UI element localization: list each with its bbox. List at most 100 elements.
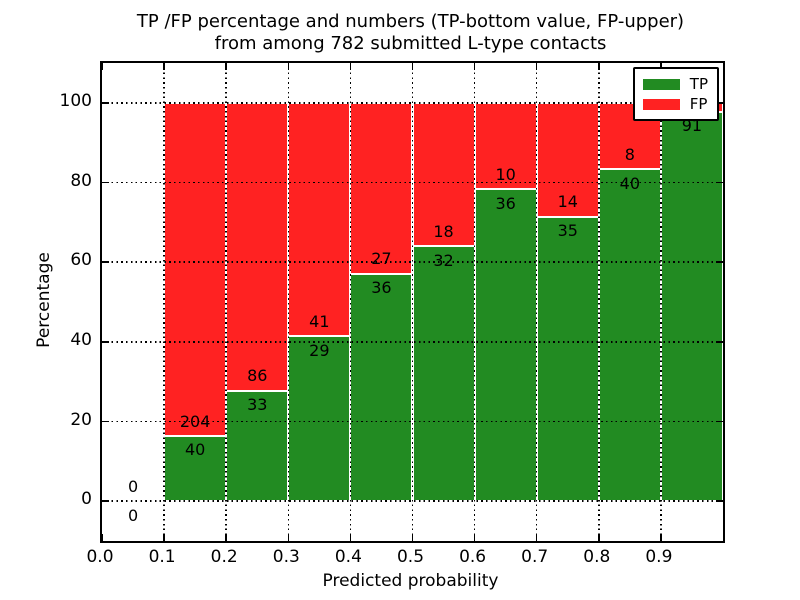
- fp-count-label: 0: [127, 476, 139, 496]
- y-tick-label: 80: [70, 170, 92, 191]
- bar-tp-segment: [474, 189, 537, 502]
- fp-count-label: 204: [179, 411, 211, 431]
- tp-count-label: 35: [557, 221, 578, 241]
- bar-fp-segment: [164, 102, 227, 436]
- y-tick-mark: [102, 500, 109, 502]
- y-tick-mark: [102, 261, 109, 263]
- bar-tp-segment: [660, 111, 723, 502]
- gridline-vertical: [535, 63, 538, 541]
- legend-entry-fp: FP: [642, 94, 708, 114]
- bar-fp-segment: [350, 102, 413, 274]
- gridline-vertical: [287, 63, 290, 541]
- x-tick-mark: [473, 63, 476, 70]
- tp-count-label: 33: [247, 395, 268, 415]
- x-tick-mark: [598, 63, 600, 70]
- x-tick-label: 0.6: [459, 547, 487, 567]
- x-tick-mark: [163, 534, 165, 541]
- tp-count-label: 29: [309, 340, 330, 360]
- fp-count-label: 10: [495, 164, 516, 184]
- bar-tp-segment: [288, 336, 351, 502]
- y-tick-label: 20: [70, 409, 92, 430]
- fp-count-label: 86: [247, 366, 268, 386]
- gridline-vertical: [349, 63, 352, 541]
- x-tick-mark: [660, 63, 662, 70]
- x-tick-label: 0.9: [645, 547, 673, 567]
- y-tick-mark: [716, 181, 723, 184]
- y-tick-label: 0: [81, 489, 92, 510]
- gridline-vertical: [163, 63, 165, 541]
- plot-area: 0 0 40 204 33 86 29 41 36 27 32 18 36 10 35 14 40 8 91 TP …: [100, 61, 725, 543]
- fp-count-label: 41: [309, 311, 330, 331]
- legend-fp-label: FP: [689, 95, 708, 113]
- chart-title: TP /FP percentage and numbers (TP-bottom…: [100, 11, 721, 55]
- legend-entry-tp: TP: [642, 74, 708, 94]
- x-tick-label: 0.1: [148, 547, 176, 567]
- fp-count-label: 14: [557, 192, 578, 212]
- gridline-vertical: [660, 63, 662, 541]
- plot-inner: 0 0 40 204 33 86 29 41 36 27 32 18 36 10 35 14 40 8 91 TP …: [101, 63, 723, 541]
- gridline-vertical: [598, 63, 600, 541]
- x-tick-label: 0.0: [86, 547, 114, 567]
- chart-title-line1: TP /FP percentage and numbers (TP-bottom…: [136, 11, 685, 32]
- tp-count-label: 40: [184, 440, 206, 460]
- bar-tp-segment: [598, 169, 661, 502]
- x-tick-label: 0.5: [396, 547, 425, 567]
- x-tick-label: 0.2: [210, 547, 238, 567]
- bar-fp-segment: [226, 102, 289, 391]
- x-tick-label: 0.4: [334, 547, 362, 567]
- y-tick-label: 100: [59, 90, 92, 111]
- bar-fp-segment: [412, 102, 475, 247]
- x-tick-mark: [535, 63, 538, 70]
- x-tick-label: 0.8: [583, 547, 611, 567]
- x-tick-mark: [101, 63, 103, 70]
- bar-tp-segment: [536, 216, 599, 502]
- fp-count-label: 8: [624, 145, 635, 164]
- y-tick-label: 60: [70, 250, 92, 271]
- x-tick-mark: [101, 534, 103, 541]
- x-axis-label: Predicted probability: [322, 571, 499, 591]
- legend: TP FP: [632, 67, 719, 121]
- x-tick-mark: [473, 534, 476, 541]
- bar-fp-segment: [288, 102, 351, 337]
- bar-tp-segment: [412, 246, 475, 502]
- y-tick-label: 40: [70, 329, 92, 350]
- y-tick-mark: [716, 261, 723, 263]
- legend-tp-swatch-icon: [642, 78, 680, 90]
- x-tick-mark: [163, 63, 165, 70]
- x-tick-mark: [287, 63, 290, 70]
- gridline-vertical: [411, 63, 414, 541]
- bar-fp-segment: [536, 102, 599, 217]
- x-tick-mark: [225, 63, 227, 70]
- gridline-vertical: [225, 63, 227, 541]
- y-tick-mark: [102, 341, 109, 343]
- y-tick-mark: [716, 341, 723, 343]
- tp-count-label: 40: [619, 173, 641, 193]
- tp-count-label: 0: [127, 505, 139, 525]
- legend-fp-swatch-icon: [642, 98, 680, 110]
- x-tick-mark: [598, 534, 600, 541]
- y-tick-mark: [716, 102, 723, 104]
- bar-fp-segment: [474, 102, 537, 190]
- y-tick-mark: [102, 420, 109, 423]
- x-tick-mark: [535, 534, 538, 541]
- x-tick-mark: [287, 534, 290, 541]
- y-tick-mark: [716, 420, 723, 423]
- tp-count-label: 36: [371, 278, 392, 298]
- fp-count-label: 18: [433, 221, 454, 241]
- legend-tp-label: TP: [689, 75, 708, 93]
- bar-tp-segment: [350, 273, 413, 502]
- x-tick-mark: [225, 534, 227, 541]
- y-tick-mark: [102, 102, 109, 104]
- gridline-vertical: [473, 63, 476, 541]
- x-tick-label: 0.3: [272, 547, 300, 567]
- fp-count-label: 27: [371, 249, 392, 269]
- bar-tp-segment: [164, 435, 227, 502]
- x-tick-label: 0.7: [521, 547, 549, 567]
- x-tick-mark: [411, 63, 414, 70]
- y-tick-mark: [102, 181, 109, 184]
- chart-title-line2: from among 782 submitted L-type contacts: [214, 33, 607, 54]
- tp-count-label: 36: [495, 193, 516, 213]
- y-tick-mark: [716, 500, 723, 502]
- x-tick-mark: [660, 534, 662, 541]
